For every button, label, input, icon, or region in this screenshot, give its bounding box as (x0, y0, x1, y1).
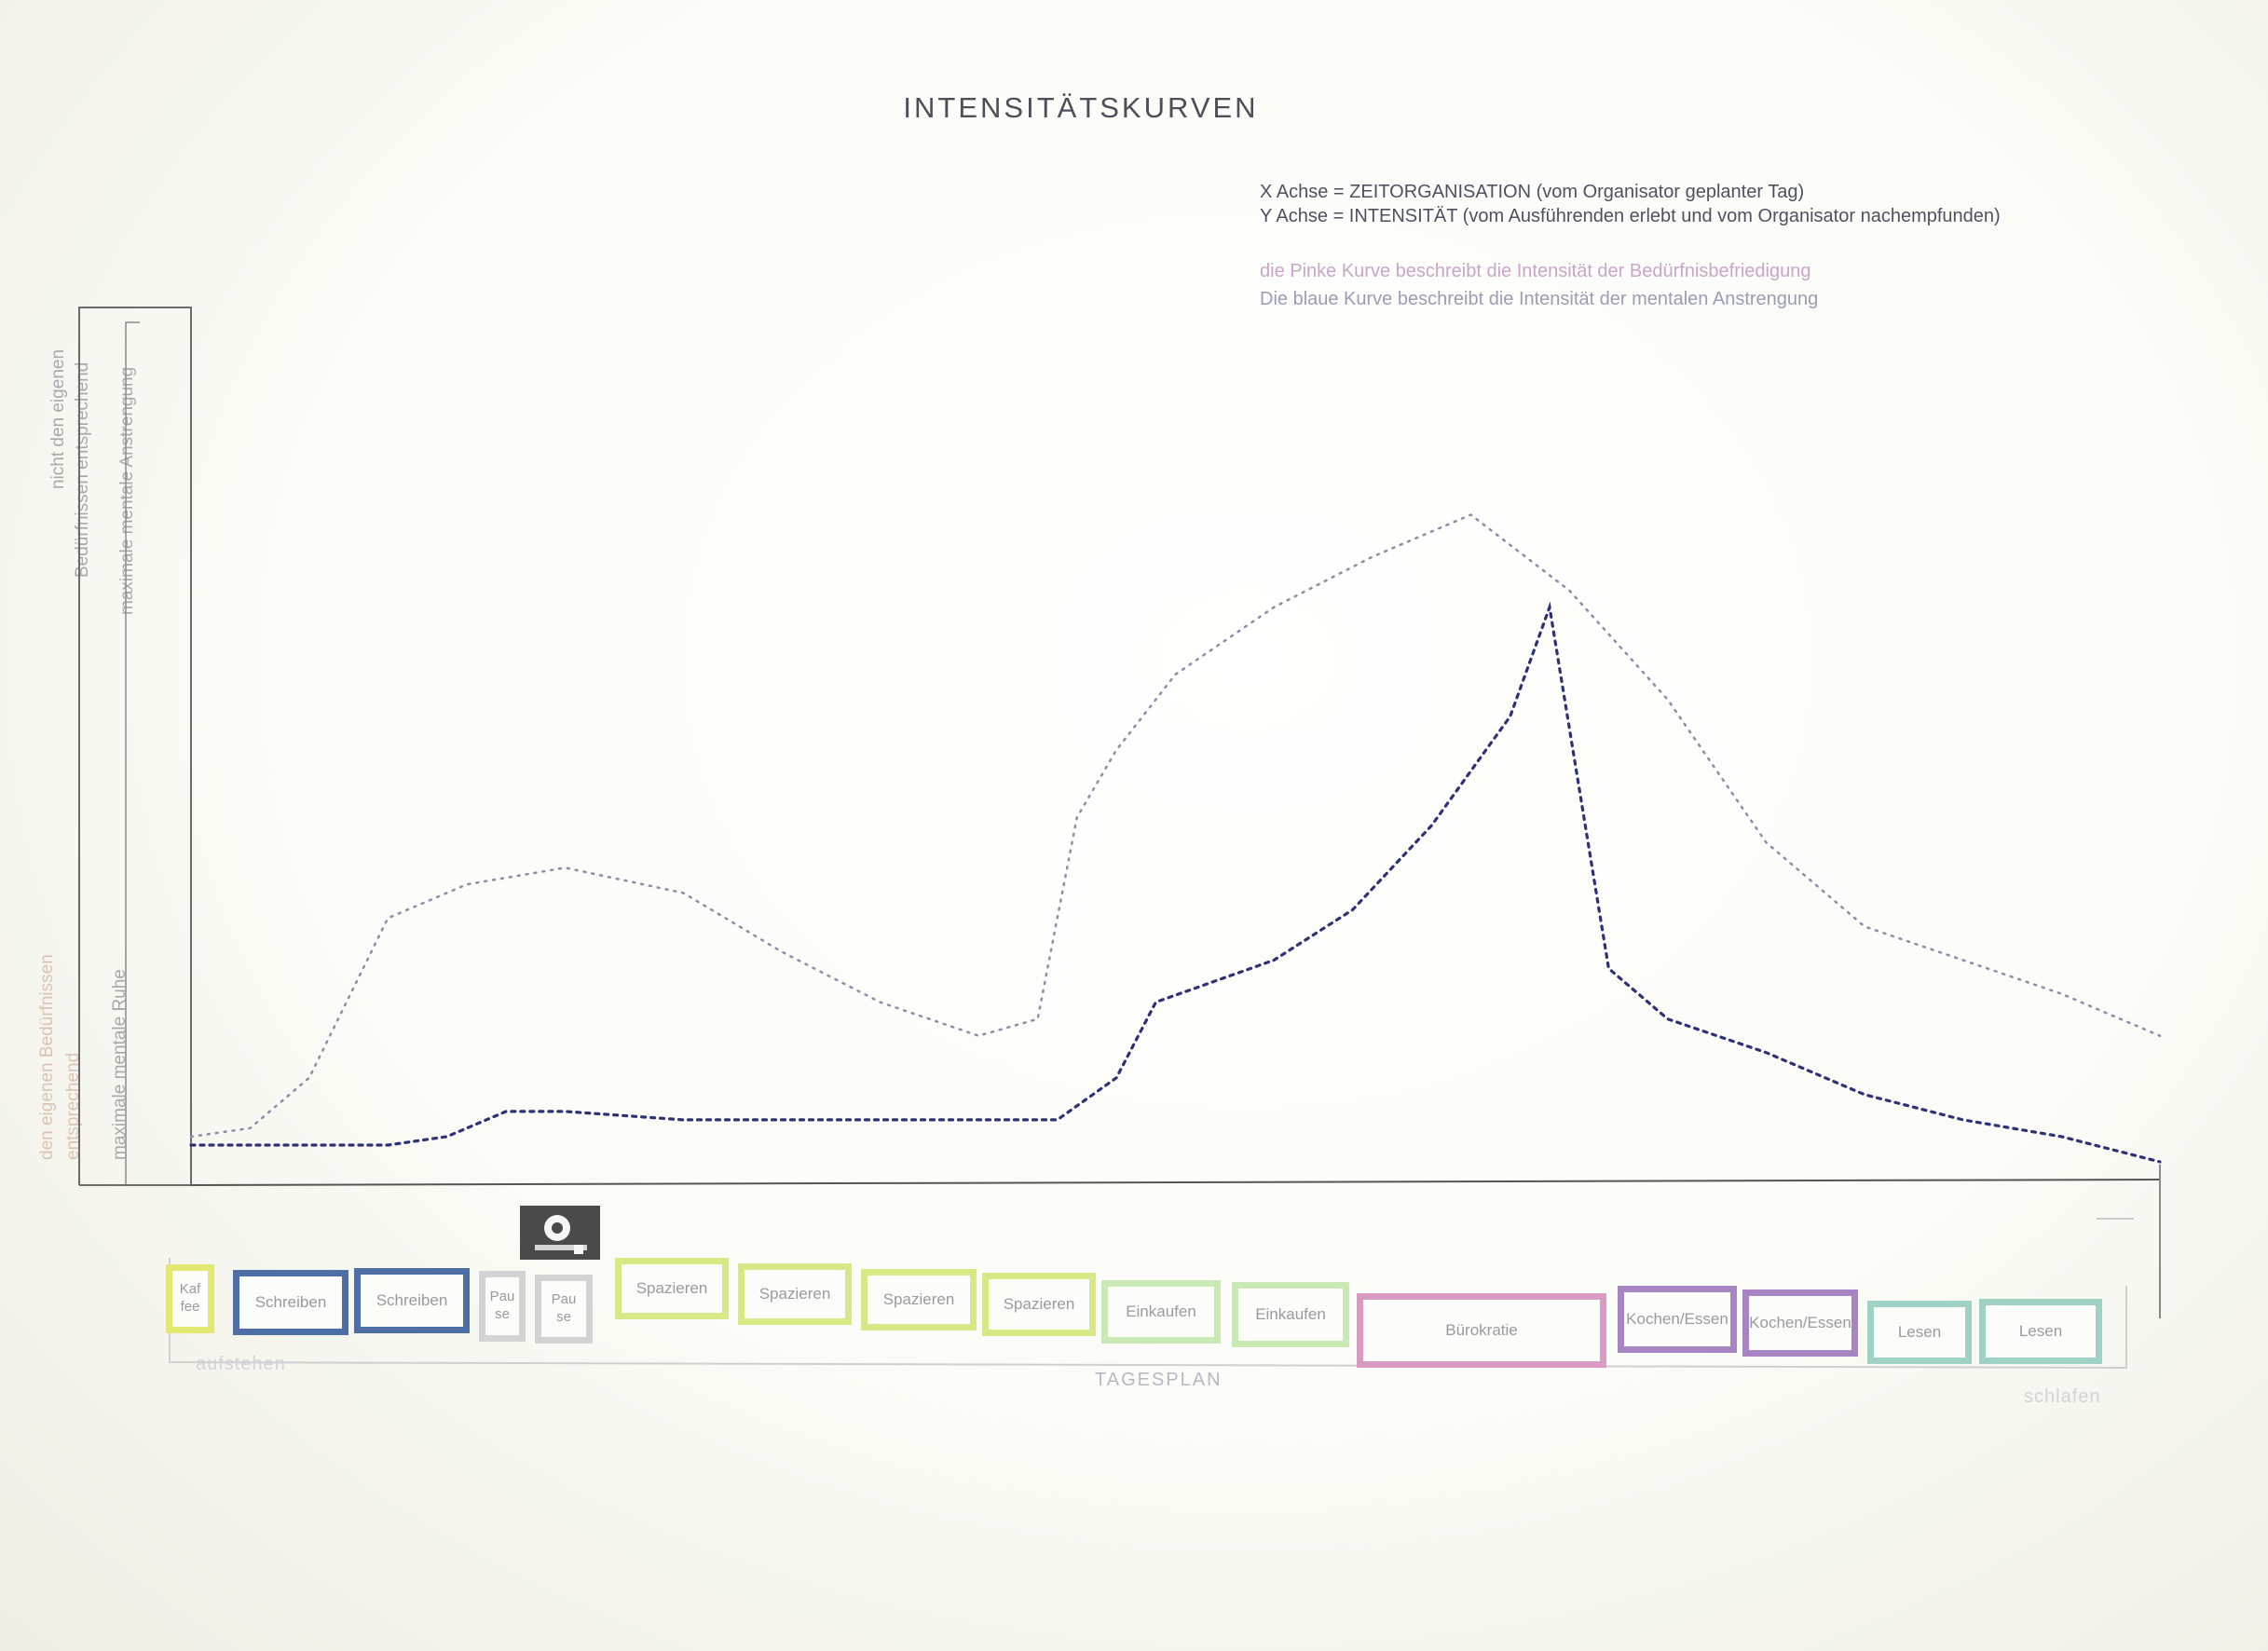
schedule-item-1: Kaf fee (166, 1264, 214, 1333)
label-schlafen: schlafen (2024, 1386, 2101, 1407)
schedule-item-2: Schreiben (233, 1270, 348, 1335)
legend-x-axis: X Achse = ZEITORGANISATION (vom Organisa… (1260, 182, 1805, 202)
schedule-item-label: Einkaufen (1255, 1305, 1326, 1324)
x-axis-line (190, 1179, 2161, 1186)
label-aufstehen: aufstehen (196, 1354, 286, 1374)
y-axis-bracket-inner (125, 321, 140, 1185)
schedule-item-label: Kochen/Essen (1626, 1310, 1728, 1329)
schedule-item-label: Spazieren (1003, 1295, 1075, 1314)
schedule-item-10: Einkaufen (1101, 1280, 1221, 1344)
schedule-item-label: Bürokratie (1445, 1321, 1518, 1340)
schedule-item-8: Spazieren (861, 1269, 977, 1330)
schedule-item-14: Kochen/Essen (1742, 1289, 1858, 1357)
series-line-2 (189, 601, 2162, 1164)
schedule-item-label: Kochen/Essen (1749, 1314, 1851, 1332)
schedule-item-5: Pau se (535, 1275, 593, 1344)
schedule-item-label: Schreiben (254, 1293, 327, 1312)
schedule-item-label: Schreiben (376, 1291, 448, 1310)
schedule-item-label: Kaf fee (179, 1281, 201, 1315)
schedule-item-label: Spazieren (635, 1279, 708, 1298)
schedule-item-13: Kochen/Essen (1618, 1286, 1737, 1353)
schedule-item-label: Lesen (1897, 1323, 1942, 1342)
schedule-item-label: Pau se (551, 1291, 577, 1325)
schedule-item-4: Pau se (479, 1271, 526, 1342)
label-tagesplan: TAGESPLAN (1095, 1370, 1223, 1390)
legend-y-axis: Y Achse = INTENSITÄT (vom Ausführenden e… (1260, 206, 2001, 226)
schedule-item-3: Schreiben (354, 1268, 470, 1333)
schedule-item-label: Pau se (489, 1289, 515, 1322)
y-axis-bracket-outer (78, 307, 192, 1185)
legend-blue-curve: Die blaue Kurve beschreibt die Intensitä… (1260, 289, 1819, 309)
schedule-item-6: Spazieren (615, 1258, 729, 1319)
camera-icon (518, 1204, 602, 1262)
schedule-item-15: Lesen (1867, 1301, 1972, 1364)
schedule-item-label: Lesen (2018, 1322, 2063, 1341)
schedule-item-12: Bürokratie (1357, 1293, 1606, 1368)
chart-title: INTENSITÄTSKURVEN (903, 91, 1259, 124)
legend-pink-curve: die Pinke Kurve beschreibt die Intensitä… (1260, 261, 1811, 281)
schedule-item-label: Spazieren (758, 1285, 831, 1303)
schedule-item-label: Spazieren (882, 1290, 955, 1309)
schedule-item-7: Spazieren (738, 1263, 852, 1325)
schedule-item-11: Einkaufen (1232, 1282, 1349, 1347)
series-line-1 (189, 513, 2162, 1139)
schedule-item-9: Spazieren (982, 1273, 1096, 1336)
schedule-item-16: Lesen (1979, 1299, 2102, 1364)
schedule-item-label: Einkaufen (1126, 1303, 1196, 1321)
